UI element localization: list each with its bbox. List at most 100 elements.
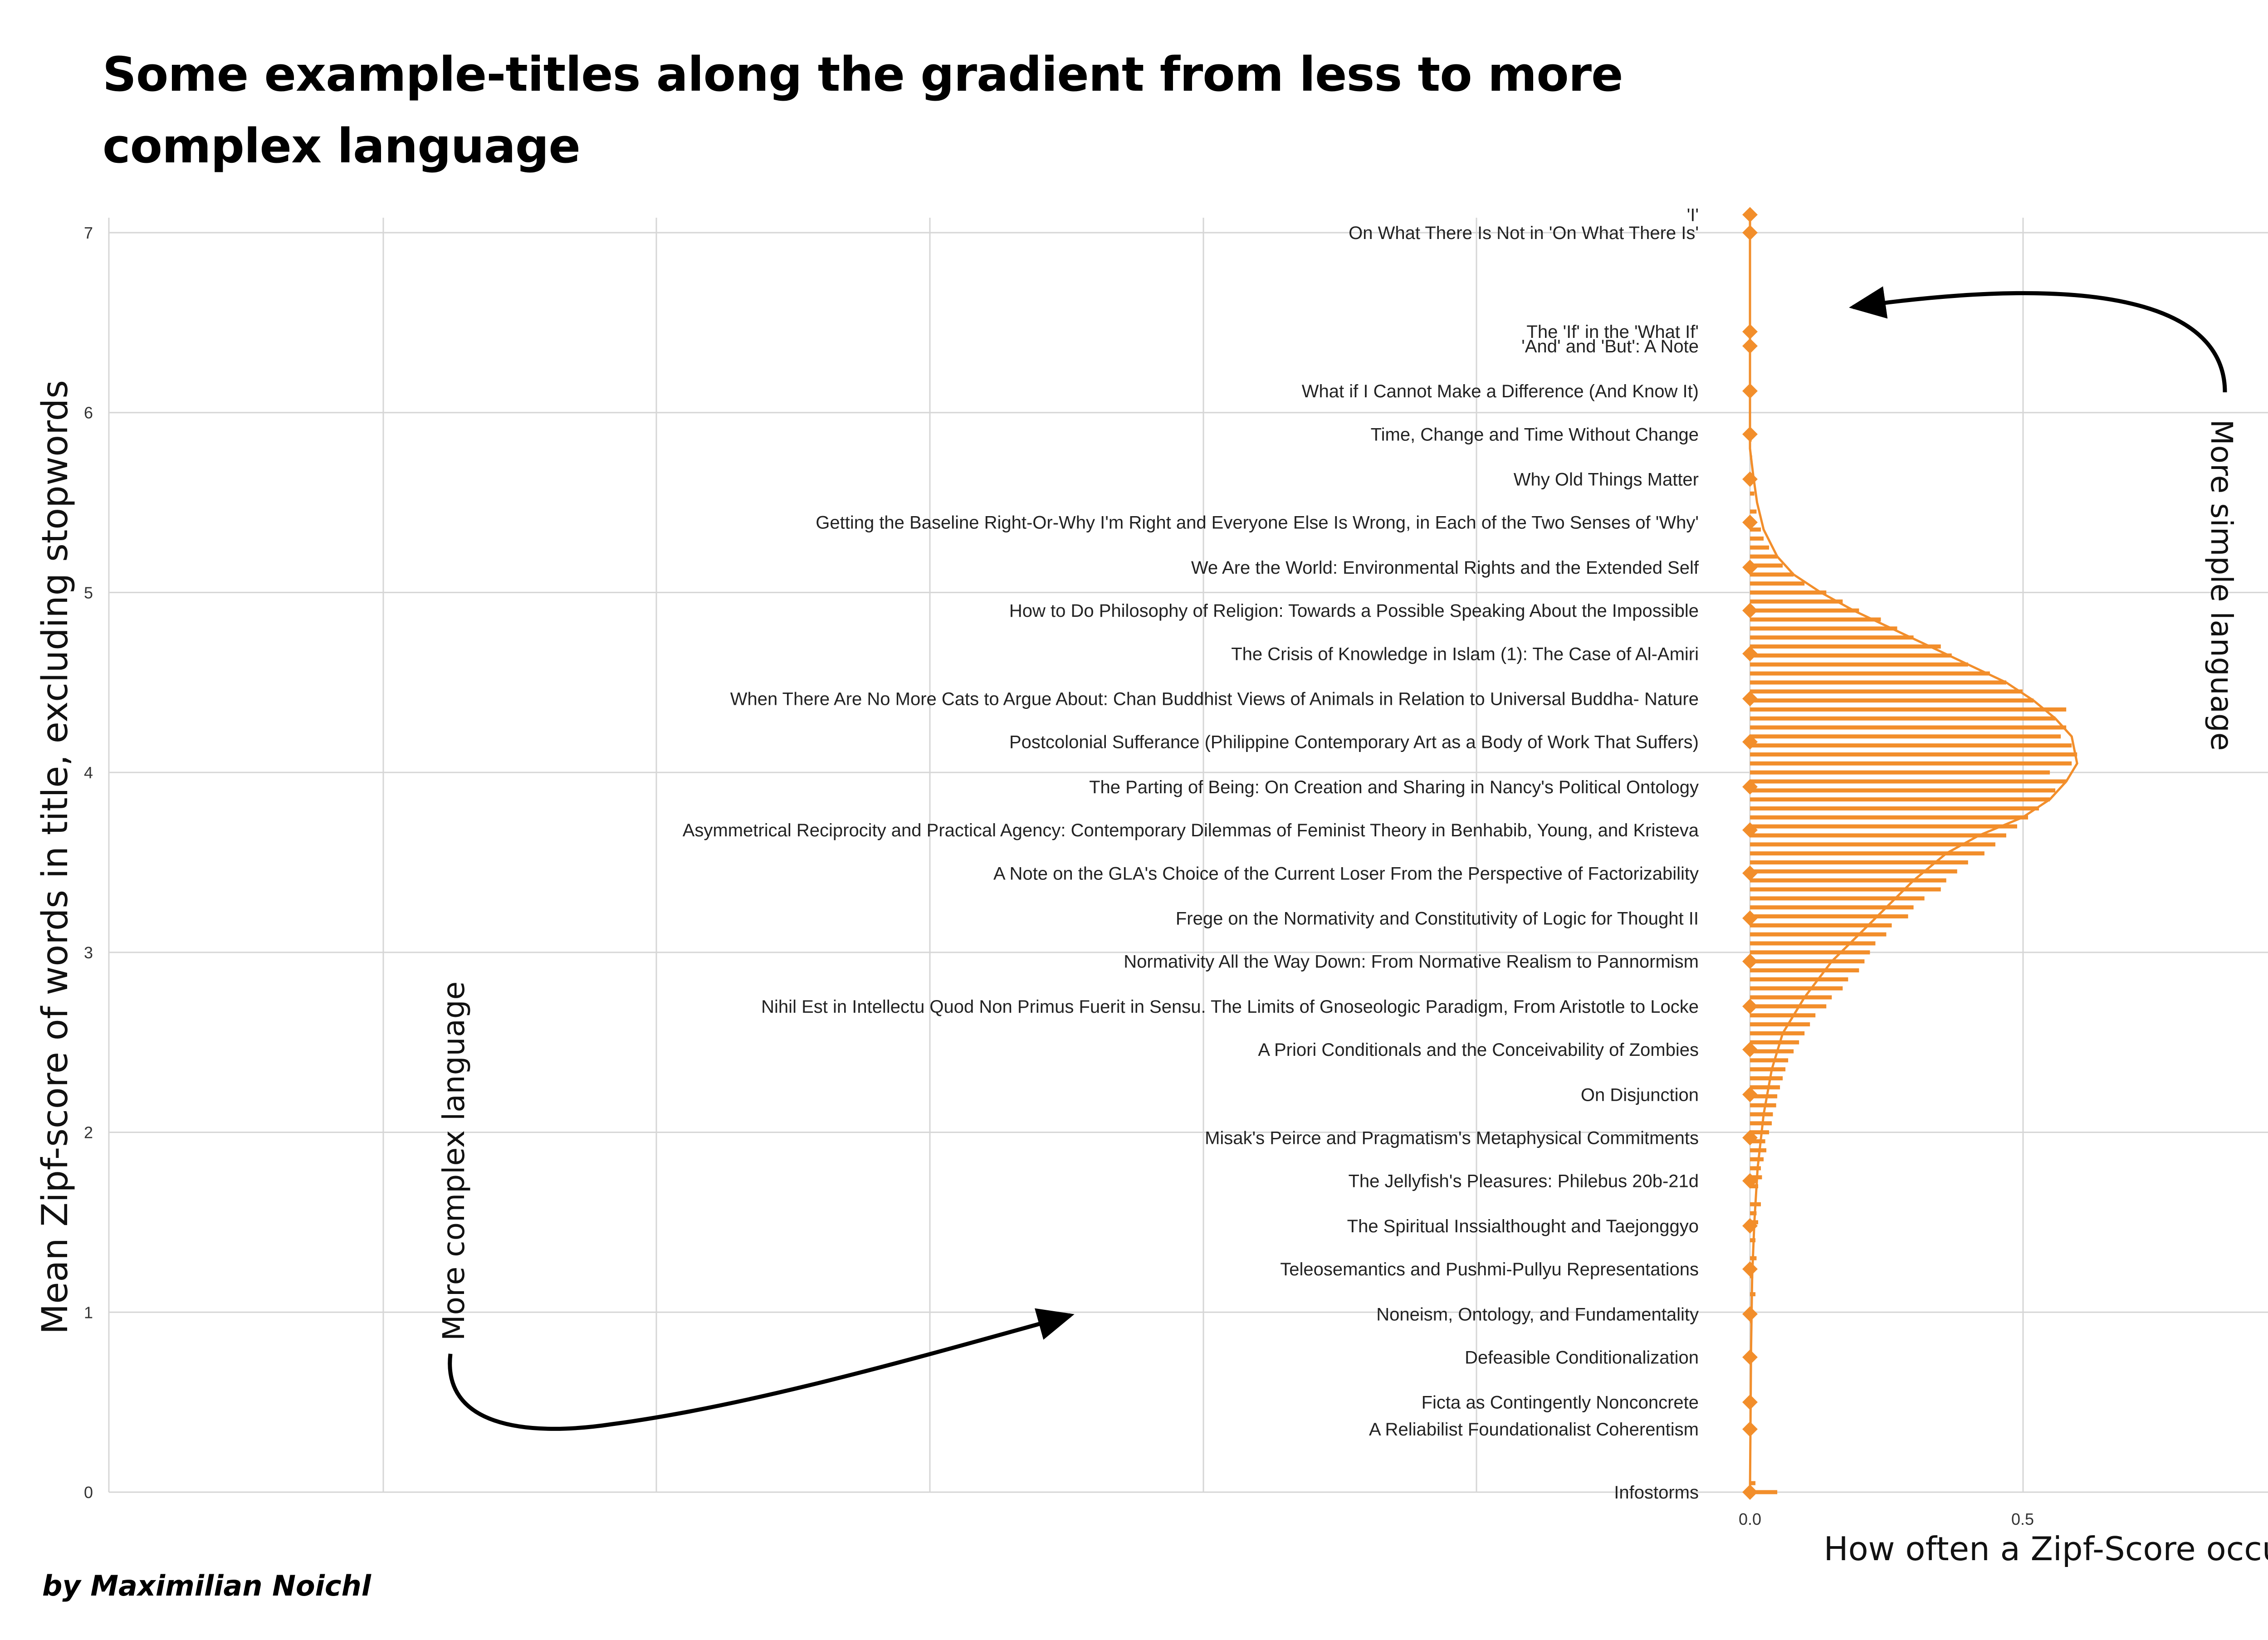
histogram-bar	[1750, 959, 1865, 964]
title-marker	[1742, 426, 1758, 442]
histogram-bar	[1750, 923, 1892, 927]
title-marker	[1742, 691, 1758, 707]
title-marker	[1742, 207, 1758, 223]
title-label: A Note on the GLA's Choice of the Curren…	[993, 864, 1699, 883]
histogram-bar	[1750, 1211, 1757, 1215]
histogram-bar	[1750, 1184, 1759, 1189]
title-marker	[1742, 383, 1758, 399]
title-label: We Are the World: Environmental Rights a…	[1191, 558, 1699, 578]
histogram-bar	[1750, 491, 1755, 496]
y-tick-label: 2	[84, 1123, 93, 1142]
histogram-bar	[1750, 1490, 1778, 1494]
histogram-bar	[1750, 590, 1827, 595]
y-tick-label: 4	[84, 763, 93, 782]
title-marker	[1742, 734, 1758, 750]
histogram-bar	[1750, 743, 2072, 748]
title-label: The Spiritual Inssialthought and Taejong…	[1347, 1216, 1699, 1236]
histogram-bar	[1750, 581, 1805, 586]
title-marker	[1742, 1130, 1758, 1146]
histogram-bar	[1750, 527, 1761, 532]
title-label: Time, Change and Time Without Change	[1371, 425, 1699, 444]
title-marker	[1742, 1349, 1758, 1365]
histogram-bar	[1750, 887, 1941, 892]
title-label: 'And' and 'But': A Note	[1521, 337, 1699, 356]
histogram-bar	[1750, 644, 1941, 649]
title-label: Frege on the Normativity and Constitutiv…	[1176, 908, 1699, 928]
title-label: Asymmetrical Reciprocity and Practical A…	[683, 820, 1699, 840]
histogram-bar	[1750, 716, 2056, 721]
title-label: Normativity All the Way Down: From Norma…	[1124, 952, 1699, 972]
title-marker	[1742, 225, 1758, 240]
y-tick-label: 5	[84, 583, 93, 602]
title-marker	[1742, 953, 1758, 969]
x-tick-label: 0.5	[2011, 1510, 2034, 1528]
histogram-bar	[1750, 1094, 1778, 1098]
histogram-bar	[1750, 599, 1843, 604]
histogram-bar	[1750, 1166, 1761, 1171]
title-marker	[1742, 1173, 1758, 1189]
histogram-bar	[1750, 752, 2077, 757]
histogram-bar	[1750, 509, 1757, 514]
title-marker	[1742, 910, 1758, 926]
histogram-bar	[1750, 1085, 1780, 1089]
histogram-bar	[1750, 1148, 1767, 1152]
title-label: Getting the Baseline Right-Or-Why I'm Ri…	[816, 513, 1699, 533]
histogram-bar	[1750, 1121, 1772, 1126]
histogram-bar	[1750, 680, 2006, 685]
title-marker	[1742, 603, 1758, 619]
title-label: Why Old Things Matter	[1514, 469, 1699, 489]
title-marker	[1742, 1087, 1758, 1103]
title-marker	[1742, 1484, 1758, 1500]
histogram-bar	[1750, 1013, 1816, 1018]
histogram-bar	[1750, 1040, 1799, 1045]
title-label: A Reliabilist Foundationalist Coherentis…	[1369, 1420, 1699, 1440]
arrow-to-complex-language	[448, 1308, 1075, 1431]
title-marker	[1742, 822, 1758, 838]
histogram-bar	[1750, 878, 1946, 883]
histogram-bar	[1750, 635, 1914, 640]
annotation-complex-language: More complex language	[436, 981, 471, 1341]
title-marker	[1742, 1306, 1758, 1322]
histogram-bar	[1750, 1130, 1769, 1135]
histogram-bar	[1750, 1058, 1789, 1063]
histogram-bar	[1750, 968, 1859, 973]
title-label: Defeasible Conditionalization	[1465, 1347, 1699, 1367]
title-label: The Crisis of Knowledge in Islam (1): Th…	[1231, 644, 1699, 664]
title-label: The 'If' in the 'What If'	[1526, 322, 1699, 342]
histogram-bar	[1750, 734, 2061, 739]
histogram-bar	[1750, 1004, 1827, 1009]
histogram-bar	[1750, 545, 1769, 550]
histogram-bar	[1750, 617, 1881, 622]
title-marker	[1742, 779, 1758, 795]
title-label: On Disjunction	[1581, 1085, 1699, 1105]
title-marker	[1742, 471, 1758, 487]
histogram-bar	[1750, 608, 1859, 613]
histogram-bar	[1750, 770, 2050, 775]
annotation-simple-language: More simple language	[2204, 420, 2239, 751]
histogram-bar	[1750, 860, 1968, 864]
histogram-bar	[1750, 806, 2039, 810]
density-curve	[1749, 215, 2078, 1493]
histogram-bar	[1750, 707, 2067, 712]
histogram-bar	[1750, 572, 1794, 577]
title-marker	[1742, 646, 1758, 662]
histogram-bar	[1750, 833, 2006, 838]
histogram-bar	[1750, 698, 2034, 703]
title-label: Teleosemantics and Pushmi-Pullyu Represe…	[1280, 1259, 1699, 1279]
x-axis-label: How often a Zipf-Score occurs	[1823, 1530, 2268, 1568]
histogram-bar	[1750, 914, 1908, 919]
title-marker	[1742, 559, 1758, 575]
title-label: The Parting of Being: On Creation and Sh…	[1089, 777, 1699, 797]
title-marker	[1742, 338, 1758, 354]
histogram-bar	[1750, 671, 1990, 676]
histogram-bar	[1750, 932, 1887, 937]
title-marker	[1742, 998, 1758, 1014]
histogram-bar	[1750, 941, 1876, 946]
histogram-bar	[1750, 986, 1843, 991]
histogram-bar	[1750, 689, 2023, 694]
histogram-bar	[1750, 626, 1897, 631]
title-marker	[1742, 1218, 1758, 1234]
histogram-bar	[1750, 725, 2067, 730]
histogram-bar	[1750, 1049, 1794, 1054]
